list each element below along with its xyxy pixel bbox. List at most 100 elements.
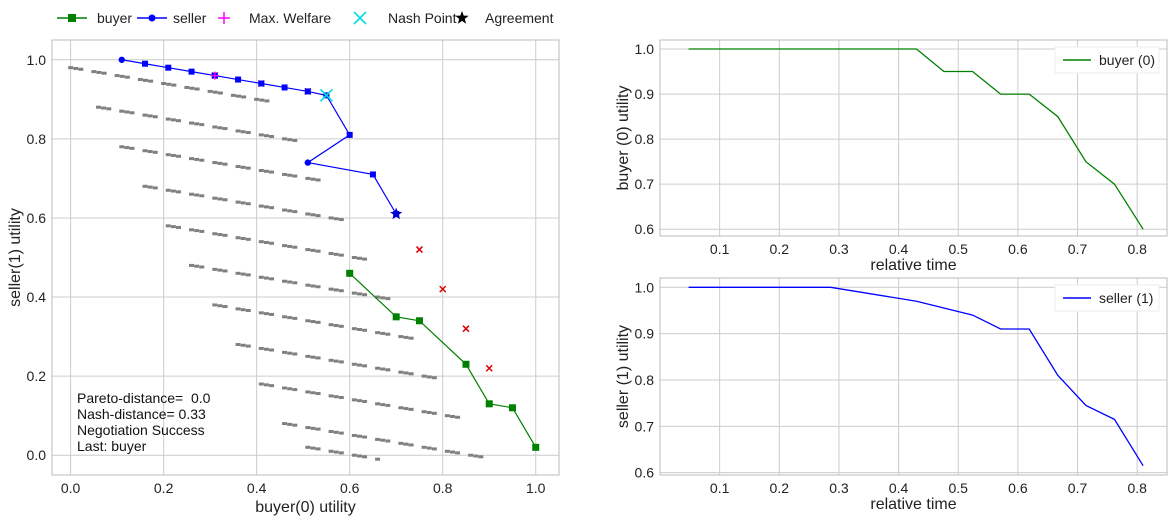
- outcome-point: [194, 229, 200, 233]
- outcome-point: [287, 209, 293, 213]
- outcome-point: [207, 89, 213, 93]
- y-axis-label: seller (1) utility: [615, 325, 632, 428]
- outcome-point: [287, 244, 293, 248]
- x-tick-label: 0.6: [1008, 241, 1028, 257]
- outcome-point: [305, 445, 311, 449]
- x-tick-label: 0.1: [710, 480, 730, 496]
- outcome-point: [119, 145, 125, 149]
- outcome-point: [444, 449, 450, 453]
- outcome-point: [333, 430, 339, 434]
- outcome-point: [426, 411, 432, 415]
- outcome-point: [362, 293, 368, 297]
- buyer-offer-point: [462, 360, 470, 368]
- outcome-point: [212, 161, 218, 165]
- y-tick-label: 0.9: [635, 326, 655, 342]
- outcome-point: [129, 111, 135, 115]
- outcome-point: [258, 133, 264, 137]
- outcome-point: [455, 415, 461, 419]
- outcome-point: [315, 249, 321, 253]
- legend-seller-label: seller: [173, 10, 207, 26]
- outcome-point: [124, 110, 130, 114]
- outcome-point: [310, 213, 316, 217]
- outcome-point: [176, 119, 182, 123]
- seller-offer-line: [121, 59, 397, 215]
- outcome-point: [212, 232, 218, 236]
- x-axis-label: buyer(0) utility: [255, 499, 355, 516]
- last-agent-text: Last: buyer: [77, 438, 147, 454]
- outcome-point: [478, 455, 484, 459]
- outcome-point: [356, 399, 362, 403]
- outcome-point: [315, 447, 321, 451]
- outcome-point: [305, 248, 311, 252]
- x-tick-label: 1.0: [526, 480, 546, 496]
- outcome-point: [282, 386, 288, 390]
- outcome-point: [142, 113, 148, 117]
- y-tick-label: 0.2: [27, 368, 47, 384]
- outcome-point: [170, 189, 176, 193]
- outcome-point: [222, 269, 228, 273]
- outcome-point: [351, 398, 357, 402]
- outcome-point: [328, 216, 334, 220]
- outcome-point: [328, 252, 334, 256]
- outcome-point: [212, 196, 218, 200]
- outcome-point: [305, 176, 311, 180]
- outcome-point: [269, 206, 275, 210]
- outcome-point: [68, 66, 74, 70]
- buyer-legend: buyer (0): [1054, 46, 1160, 74]
- y-tick-label: 0.6: [635, 221, 655, 237]
- y-tick-label: 0.9: [635, 86, 655, 102]
- outcome-point: [282, 350, 288, 354]
- seller-offer-point: [235, 76, 242, 83]
- outcome-point: [315, 427, 321, 431]
- outcome-point: [380, 438, 386, 442]
- outcome-point: [426, 375, 432, 379]
- outcome-point: [258, 275, 264, 279]
- outcome-point: [385, 439, 391, 443]
- max-welfare-marker: [210, 71, 219, 80]
- outcome-point: [282, 137, 288, 141]
- outcome-point: [189, 192, 195, 196]
- outcome-point: [282, 172, 288, 176]
- outcome-point: [147, 185, 153, 189]
- outcome-point: [142, 149, 148, 153]
- outcome-point: [292, 245, 298, 249]
- outcome-point: [217, 197, 223, 201]
- outcome-point: [287, 173, 293, 177]
- outcome-point: [380, 331, 386, 335]
- outcome-point: [230, 93, 236, 97]
- buyer-utility-line: [688, 48, 1144, 230]
- buyer-offer-point: [508, 404, 516, 412]
- legend-agreement-icon: [455, 11, 469, 24]
- outcome-point: [292, 174, 298, 178]
- outcome-point: [305, 390, 311, 394]
- x-tick-label: 0.8: [1127, 241, 1147, 257]
- outcome-point: [245, 202, 251, 206]
- outcome-point: [269, 312, 275, 316]
- outcome-point: [328, 323, 334, 327]
- outcome-point: [263, 240, 269, 244]
- outcome-point: [269, 384, 275, 388]
- outcome-point: [258, 382, 264, 386]
- outcome-point: [408, 336, 414, 340]
- pareto-point: [439, 285, 447, 293]
- outcome-point: [142, 78, 148, 82]
- outcome-point: [96, 105, 102, 109]
- outcome-point: [403, 371, 409, 375]
- x-tick-label: 0.6: [1008, 480, 1028, 496]
- outcome-point: [152, 150, 158, 154]
- buyer-offer-point: [392, 313, 400, 321]
- outcome-point: [258, 346, 264, 350]
- pareto-point: [462, 325, 470, 333]
- x-tick-label: 0.3: [829, 480, 849, 496]
- outcome-point: [148, 79, 154, 83]
- seller-offer-point: [118, 56, 125, 63]
- outcome-point: [222, 162, 228, 166]
- x-axis-label: relative time: [870, 496, 956, 513]
- outcome-point: [152, 115, 158, 119]
- legend-buyer-label: buyer: [97, 10, 132, 26]
- buyer-offer-point: [346, 269, 354, 277]
- plot-frame: [659, 39, 1168, 237]
- outcome-point: [199, 229, 205, 233]
- x-tick-label: 0.1: [710, 241, 730, 257]
- outcome-point: [398, 335, 404, 339]
